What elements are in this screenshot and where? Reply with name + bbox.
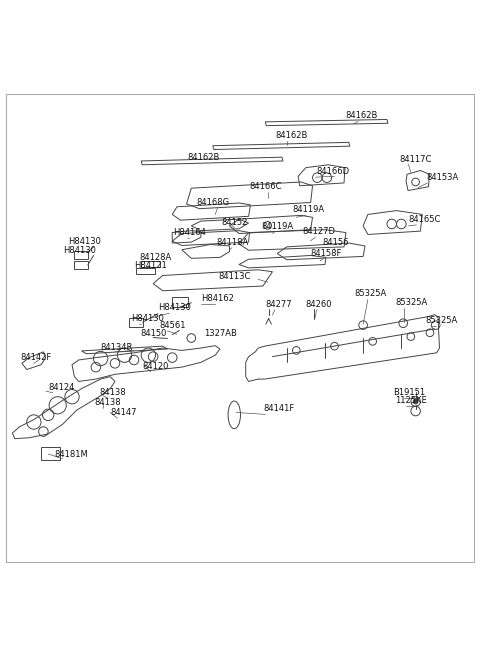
Text: H84130: H84130 — [63, 245, 96, 255]
Text: 1125KE: 1125KE — [395, 396, 427, 405]
Text: 84119A: 84119A — [292, 205, 324, 215]
Text: 84181M: 84181M — [55, 450, 89, 459]
Text: 85325A: 85325A — [395, 298, 427, 308]
Bar — [136, 268, 155, 274]
Text: 84134R: 84134R — [101, 343, 133, 352]
Bar — [41, 447, 60, 460]
Text: 84158F: 84158F — [311, 249, 342, 258]
Text: 84168G: 84168G — [196, 198, 229, 207]
Text: 84113C: 84113C — [218, 272, 251, 281]
Text: 84165C: 84165C — [408, 215, 440, 224]
Text: H84164: H84164 — [173, 228, 206, 237]
Text: 85325A: 85325A — [355, 289, 387, 298]
Text: 84127D: 84127D — [302, 228, 335, 236]
Text: H84121: H84121 — [134, 261, 167, 270]
Text: 84162B: 84162B — [276, 131, 308, 140]
Text: 84166C: 84166C — [250, 182, 282, 190]
Text: 84162B: 84162B — [188, 153, 220, 162]
Bar — [141, 261, 160, 267]
Text: H84130: H84130 — [68, 237, 101, 246]
Text: H84130: H84130 — [158, 303, 191, 312]
Text: 84153A: 84153A — [426, 173, 458, 182]
Text: 84561: 84561 — [160, 321, 186, 330]
Text: 84117C: 84117C — [400, 155, 432, 164]
Text: B19151: B19151 — [393, 388, 425, 397]
Circle shape — [413, 399, 418, 404]
Text: 84150: 84150 — [141, 329, 167, 338]
Bar — [74, 260, 88, 270]
Text: 85325A: 85325A — [425, 316, 457, 325]
Text: 84162B: 84162B — [345, 112, 377, 121]
Text: 84118A: 84118A — [216, 238, 248, 247]
Text: 84166D: 84166D — [316, 167, 349, 176]
Bar — [172, 297, 188, 307]
Bar — [74, 251, 88, 259]
Text: 84277: 84277 — [265, 300, 292, 309]
Text: 84120: 84120 — [142, 362, 168, 371]
Text: H84162: H84162 — [201, 294, 234, 302]
Text: 84119A: 84119A — [262, 222, 294, 231]
Text: 84156: 84156 — [322, 238, 348, 247]
Text: H84130: H84130 — [131, 314, 164, 323]
Text: 84142F: 84142F — [21, 354, 52, 362]
Text: 84138: 84138 — [95, 398, 121, 407]
Text: 84138: 84138 — [99, 388, 126, 397]
Text: 84128A: 84128A — [140, 253, 172, 262]
Bar — [129, 318, 143, 327]
Text: 84141F: 84141F — [263, 404, 294, 413]
Text: 84147: 84147 — [110, 408, 137, 417]
Text: 1327AB: 1327AB — [204, 329, 237, 338]
Text: 84124: 84124 — [48, 383, 74, 392]
Text: 84260: 84260 — [306, 300, 332, 309]
Text: 84152: 84152 — [221, 218, 247, 227]
